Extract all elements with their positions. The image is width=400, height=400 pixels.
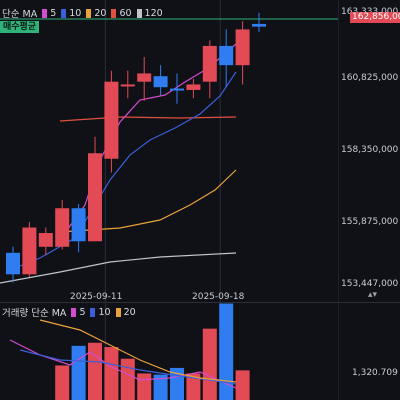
current-price-badge: 162,856,000 <box>350 12 400 23</box>
price-axis-separator <box>338 0 339 400</box>
candle-body <box>235 29 250 66</box>
candle-body <box>137 73 152 82</box>
ma10-label: 10 <box>69 7 82 19</box>
price-ma-legend[interactable]: 단순 MA 5 10 20 60 120 <box>2 6 163 21</box>
vol-ma5-line <box>9 339 237 389</box>
candle-body <box>55 208 70 247</box>
candle-body <box>120 84 135 87</box>
candle-body <box>88 153 102 242</box>
price-tick-3: 158,350,000 <box>341 145 399 155</box>
volume-ma-label: 거래량 단순 MA <box>2 308 67 319</box>
candle-body <box>219 45 234 66</box>
ma120-label: 120 <box>144 7 163 19</box>
volume-bar <box>186 373 201 400</box>
vol-ma5-swatch <box>71 307 77 317</box>
date-label-2: 2025-09-18 <box>192 292 245 302</box>
candle-body <box>202 45 217 82</box>
ma20-label: 20 <box>94 7 107 19</box>
vol-ma10-swatch <box>90 307 96 317</box>
volume-bar <box>104 347 119 400</box>
candle-body <box>6 252 20 275</box>
ma120-swatch <box>136 8 142 18</box>
vol-ma20-label: 20 <box>123 306 136 318</box>
ma5-swatch <box>42 8 48 18</box>
vol-ma10-label: 10 <box>98 306 111 318</box>
volume-tick: 1,320.709 <box>352 368 398 378</box>
ma5-label: 5 <box>50 7 57 19</box>
ma10-swatch <box>61 8 67 18</box>
price-tick-4: 155,875,000 <box>341 217 399 227</box>
panel-divider <box>0 302 400 303</box>
price-tick-2: 160,825,000 <box>341 73 399 83</box>
date-label-1: 2025-09-11 <box>70 292 123 302</box>
candle-body <box>104 81 119 159</box>
ma60-swatch <box>111 8 117 18</box>
volume-bar <box>137 373 152 400</box>
axis-adjust-icon[interactable]: ▴▾ <box>368 290 378 300</box>
ma120-line <box>0 252 237 284</box>
candle-body <box>22 227 37 275</box>
vol-ma20-swatch <box>115 307 121 317</box>
candle-body <box>170 88 184 91</box>
candle-body <box>186 84 201 90</box>
vol-ma5-label: 5 <box>79 306 86 318</box>
volume-bar <box>219 303 234 400</box>
ma20-line <box>59 169 237 233</box>
vol-ma20-line <box>39 319 237 383</box>
candle-body <box>38 233 53 247</box>
candle-body <box>252 23 266 27</box>
volume-bar <box>153 374 168 400</box>
volume-ma-legend[interactable]: 거래량 단순 MA 5 10 20 <box>2 305 136 320</box>
ma60-label: 60 <box>119 7 132 19</box>
candle-body <box>71 208 86 242</box>
price-tick-bottom: 153,447,000 <box>341 279 399 289</box>
volume-bar <box>202 328 217 400</box>
ma20-swatch <box>86 8 92 18</box>
volume-bar <box>55 365 70 400</box>
volume-bar <box>71 345 86 400</box>
volume-bar <box>120 358 135 400</box>
avg-price-badge: 매수평균 <box>0 21 40 33</box>
candle-body <box>153 76 168 88</box>
volume-bar <box>88 342 102 400</box>
price-ma-label: 단순 MA <box>2 9 38 20</box>
volume-bar <box>235 370 250 400</box>
vol-ma10-line <box>19 349 237 385</box>
ma60-line <box>59 116 237 122</box>
